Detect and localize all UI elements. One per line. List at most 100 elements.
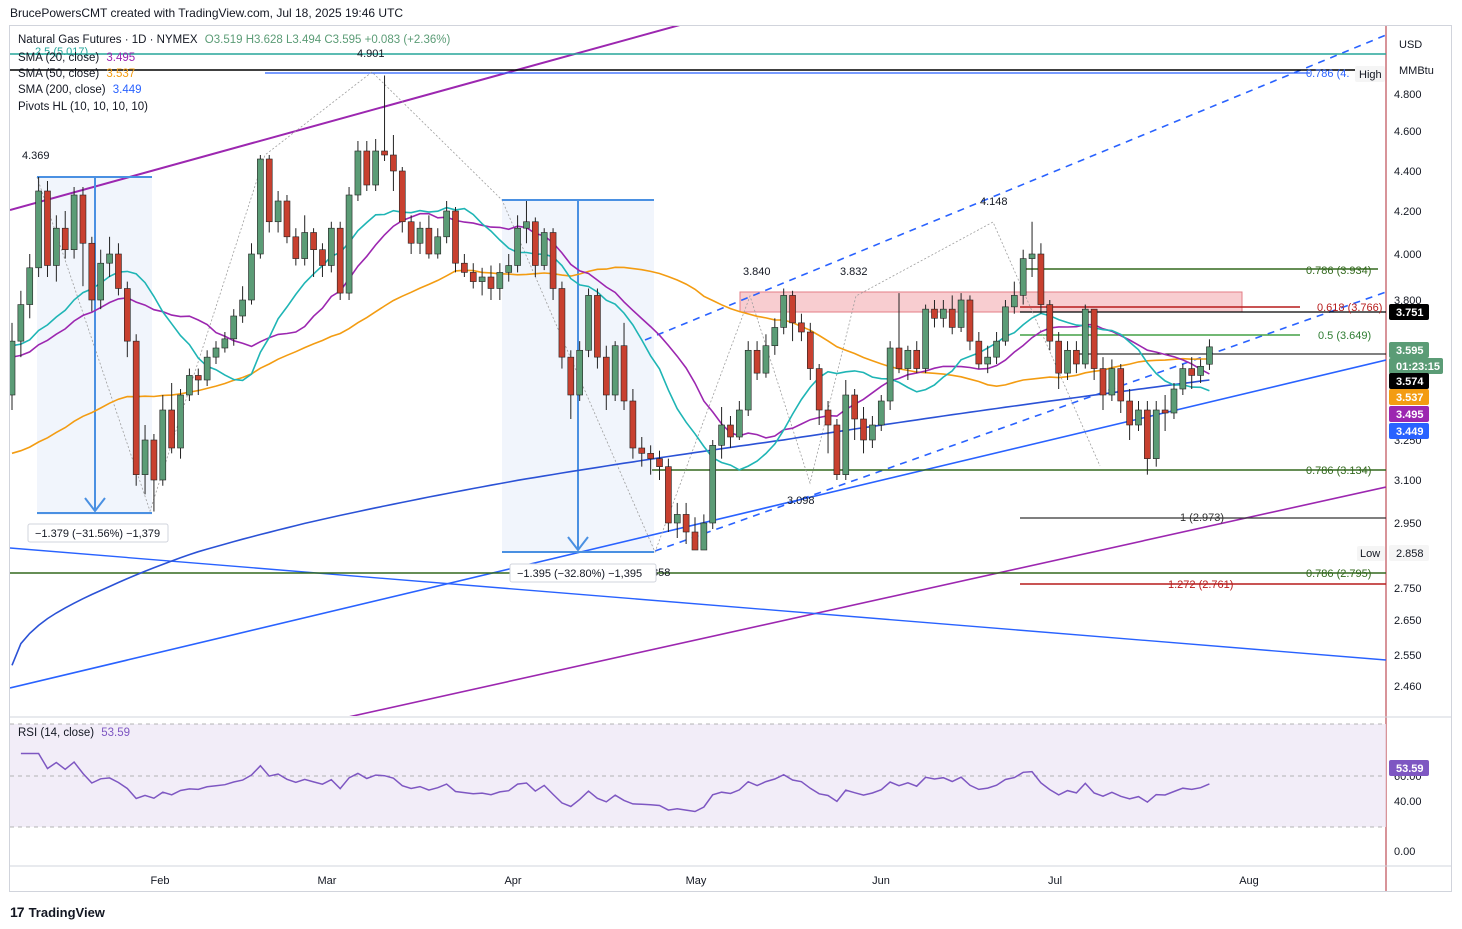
candle [1073,341,1080,374]
fib-label-0618-3766: 0.618 (3.766) [1317,302,1382,314]
candle [940,300,947,328]
candle [558,281,566,369]
teal-line [11,206,1210,471]
candle [815,364,823,425]
sma200-line [11,379,1210,666]
candle [904,345,912,380]
month-label-jun: Jun [872,875,890,887]
annotations: 4.901 4.369 4.148 3.840 3.832 3.098 .858… [22,46,1385,591]
month-label-apr: Apr [504,875,521,887]
candle [372,139,379,191]
blue-trendline-dashed-upper [644,34,1386,341]
candle [1081,304,1089,369]
candle [461,254,468,277]
time-scale[interactable]: Feb Mar Apr May Jun Jul Aug [151,875,1259,887]
low-flag: Low [1357,546,1385,561]
candle [665,458,672,532]
legend-ohlc: O3.519 H3.628 L3.494 C3.595 +0.083 (+2.3… [204,34,451,46]
candle [10,322,16,410]
candle [860,407,867,454]
candle [549,228,557,300]
candle [319,243,326,277]
fib-label-0786-2795: 0.786 (2.795) [1306,568,1371,580]
candle [301,215,309,266]
price-badge-1: 3.595 [1389,342,1429,358]
svg-text:3.537: 3.537 [1396,392,1424,404]
candle [585,288,592,358]
candle [159,395,167,486]
label-3832: 3.832 [840,266,868,278]
candle [97,249,104,310]
legend-rsi-row[interactable]: RSI (14, close) 53.59 [18,727,130,739]
candle [1002,300,1009,346]
legend-symbol-row[interactable]: Natural Gas Futures · 1D · NYMEX O3.519 … [18,34,450,46]
price-tick-3: 4.200 [1394,206,1422,218]
month-label-feb: Feb [151,875,170,887]
candle [212,341,220,364]
legend-sma20-row[interactable]: SMA (20, close) 3.495 [18,52,135,64]
candle [638,437,646,467]
candle [248,243,255,305]
rsi-badge: 53.59 [1389,760,1429,776]
label-4369: 4.369 [22,150,50,162]
candle [1099,357,1107,410]
legend-sma200-label: SMA (200, close) [18,84,106,96]
candle [141,425,149,495]
candle [1206,339,1213,370]
candle [1161,395,1169,431]
sma50-line [11,266,1210,455]
svg-text:High: High [1359,69,1382,81]
candle [1152,401,1160,467]
candle [17,290,25,358]
legend-rsi-value: 53.59 [101,727,131,739]
candle [682,502,690,544]
candle [647,445,654,475]
purple-channel-upper [10,26,681,211]
candle [620,322,628,410]
price-tick-8: 3.100 [1394,475,1422,487]
candle [496,263,504,300]
candle [656,450,663,480]
candle [434,228,442,259]
month-label-mar: Mar [318,875,337,887]
candle [354,141,362,201]
candle [265,155,273,233]
candle [922,304,929,374]
candle [257,155,264,259]
candle [381,75,388,161]
month-label-may: May [686,875,707,887]
blue-trendline-dashed-lower [654,291,1386,552]
legend-pivots-row[interactable]: Pivots HL (10, 10, 10, 10) [18,101,148,113]
legend-sma200-row[interactable]: SMA (200, close) 3.449 [18,84,142,96]
candle [186,368,193,401]
svg-text:3.495: 3.495 [1396,409,1424,421]
candle [842,380,850,480]
fib-label-0786-3134: 0.786 (3.134) [1306,465,1371,477]
candle [177,389,184,459]
candle [469,263,477,289]
legend-sma50-row[interactable]: SMA (50, close) 3.537 [18,68,135,80]
fib-label-teal-top: 2.5 (5.017) [35,46,88,58]
candle [292,228,300,266]
tradingview-logo-icon: 17 [10,904,25,920]
purple-channel-lower [349,486,1386,716]
candle [487,265,495,300]
candle [44,181,51,277]
tradingview-footer[interactable]: 17 TradingView [10,904,105,920]
candle [611,341,619,401]
measure-label-apr: −1.395 (−32.80%) −1,395 [509,563,657,583]
candle [221,332,229,353]
candle [673,502,681,538]
candle [833,419,841,480]
price-tick-4: 4.000 [1394,249,1422,261]
candle [150,434,158,512]
label-3098: 3.098 [787,495,815,507]
high-flag: High [1355,66,1385,82]
fib-label-05-3649: 0.5 (3.649) [1318,330,1371,342]
currency-label: USD [1399,39,1422,51]
price-badges: 3.751 3.595 01:23:15 3.574 3.537 3.495 3.449 53… [1389,304,1443,776]
candle [1144,401,1151,475]
candle [1197,359,1204,383]
